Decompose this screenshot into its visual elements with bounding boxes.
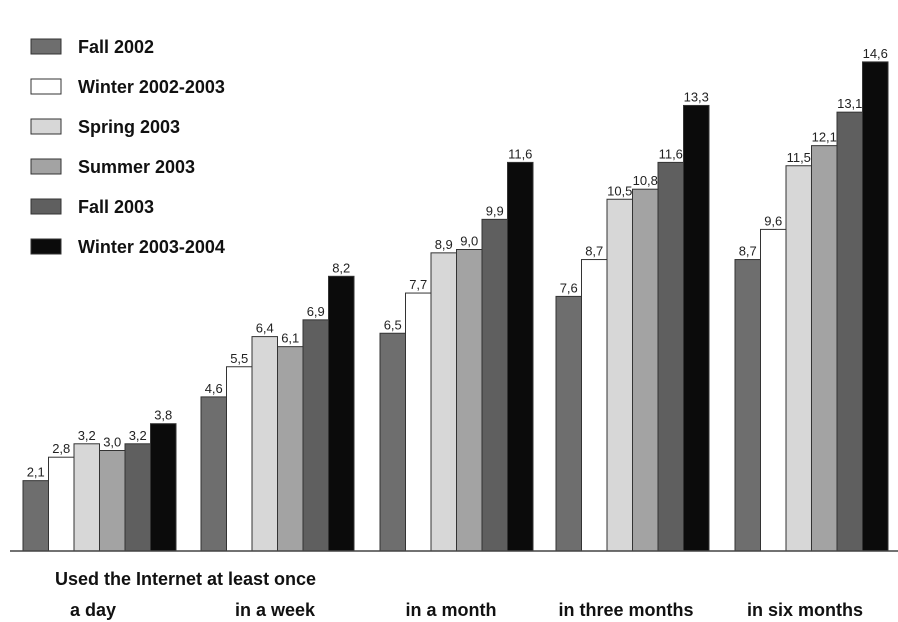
legend-swatch-3 bbox=[30, 118, 62, 135]
data-label-3-5: 9,9 bbox=[486, 203, 504, 218]
data-label-5-3: 11,5 bbox=[787, 150, 811, 165]
data-label-4-2: 8,7 bbox=[585, 244, 603, 259]
data-label-2-3: 6,4 bbox=[256, 321, 274, 336]
bar-2-2 bbox=[226, 366, 253, 552]
data-label-5-1: 8,7 bbox=[739, 244, 757, 259]
legend-label-2: Winter 2002-2003 bbox=[78, 77, 225, 97]
data-label-3-3: 8,9 bbox=[435, 237, 453, 252]
bar-3-5 bbox=[481, 218, 508, 552]
bar-1-3 bbox=[73, 443, 100, 552]
bar-5-4 bbox=[811, 145, 838, 552]
bar-5-2 bbox=[760, 228, 787, 552]
data-label-4-1: 7,6 bbox=[560, 280, 578, 295]
bar-4-2 bbox=[581, 259, 608, 552]
legend-swatch-2 bbox=[30, 78, 62, 95]
bars bbox=[22, 61, 889, 552]
category-label-2: in a week bbox=[235, 600, 316, 620]
data-label-3-6: 11,6 bbox=[508, 146, 532, 161]
data-label-1-6: 3,8 bbox=[154, 408, 172, 423]
legend-label-1: Fall 2002 bbox=[78, 37, 154, 57]
data-label-5-4: 12,1 bbox=[812, 130, 837, 145]
legend-label-6: Winter 2003-2004 bbox=[78, 237, 225, 257]
legend-label-4: Summer 2003 bbox=[78, 157, 195, 177]
legend-swatch-5 bbox=[30, 198, 62, 215]
legend-label-3: Spring 2003 bbox=[78, 117, 180, 137]
bar-3-3 bbox=[430, 252, 457, 552]
bar-2-5 bbox=[302, 319, 329, 552]
bar-5-5 bbox=[836, 111, 863, 552]
data-label-3-4: 9,0 bbox=[460, 234, 478, 249]
data-label-1-1: 2,1 bbox=[27, 465, 45, 480]
bar-4-4 bbox=[632, 188, 659, 552]
bar-1-1 bbox=[22, 480, 49, 552]
data-label-3-2: 7,7 bbox=[409, 277, 427, 292]
data-label-2-5: 6,9 bbox=[307, 304, 325, 319]
category-labels: a day in a week in a month in three months i… bbox=[70, 600, 863, 620]
data-label-3-1: 6,5 bbox=[384, 317, 402, 332]
bar-3-4 bbox=[456, 249, 483, 552]
data-label-5-5: 13,1 bbox=[837, 96, 862, 111]
data-label-4-6: 13,3 bbox=[684, 89, 709, 104]
data-label-4-5: 11,6 bbox=[659, 146, 683, 161]
bar-4-5 bbox=[657, 161, 684, 552]
data-label-1-4: 3,0 bbox=[103, 435, 121, 450]
bar-4-3 bbox=[606, 198, 633, 552]
bar-5-6 bbox=[862, 61, 889, 552]
category-label-1: a day bbox=[70, 600, 116, 620]
data-label-2-6: 8,2 bbox=[332, 260, 350, 275]
bar-1-6 bbox=[150, 423, 177, 552]
data-label-1-5: 3,2 bbox=[129, 428, 147, 443]
data-label-1-2: 2,8 bbox=[52, 441, 70, 456]
bar-3-1 bbox=[379, 332, 406, 552]
legend-swatch-6 bbox=[30, 238, 62, 255]
bar-2-4 bbox=[277, 346, 304, 552]
bar-5-3 bbox=[785, 165, 812, 552]
data-label-4-4: 10,8 bbox=[633, 173, 658, 188]
bar-1-5 bbox=[124, 443, 151, 552]
data-label-5-2: 9,6 bbox=[764, 213, 782, 228]
data-label-2-1: 4,6 bbox=[205, 381, 223, 396]
legend-swatch-1 bbox=[30, 38, 62, 55]
data-label-2-2: 5,5 bbox=[230, 351, 248, 366]
category-label-4: in three months bbox=[558, 600, 693, 620]
x-axis-title: Used the Internet at least once bbox=[55, 569, 316, 589]
bar-2-6 bbox=[328, 275, 355, 552]
bar-1-2 bbox=[48, 456, 75, 552]
bar-2-1 bbox=[200, 396, 227, 552]
data-label-4-3: 10,5 bbox=[607, 183, 632, 198]
bar-3-6 bbox=[507, 161, 534, 552]
bar-1-4 bbox=[99, 450, 126, 552]
bar-2-3 bbox=[251, 336, 278, 552]
bar-5-1 bbox=[734, 259, 761, 552]
legend: Fall 2002 Winter 2002-2003 Spring 2003 Summ… bbox=[30, 37, 225, 257]
bar-4-1 bbox=[555, 295, 582, 552]
bar-3-2 bbox=[405, 292, 432, 552]
data-label-5-6: 14,6 bbox=[863, 46, 888, 61]
category-label-3: in a month bbox=[406, 600, 497, 620]
category-label-5: in six months bbox=[747, 600, 863, 620]
legend-swatch-4 bbox=[30, 158, 62, 175]
value-labels: 2,1 2,8 3,2 3,0 3,2 3,8 4,6 5,5 6,4 6,1 6,9 8,2 6,5 7… bbox=[27, 46, 888, 480]
legend-label-5: Fall 2003 bbox=[78, 197, 154, 217]
bar-4-6 bbox=[683, 104, 710, 552]
data-label-1-3: 3,2 bbox=[78, 428, 96, 443]
data-label-2-4: 6,1 bbox=[281, 331, 299, 346]
